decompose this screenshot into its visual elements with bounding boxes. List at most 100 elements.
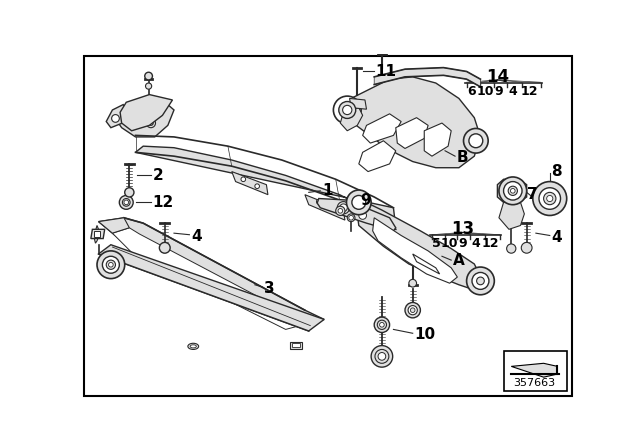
Circle shape bbox=[477, 277, 484, 285]
Text: 4: 4 bbox=[472, 237, 480, 250]
Polygon shape bbox=[349, 99, 367, 109]
Circle shape bbox=[106, 260, 115, 269]
Circle shape bbox=[375, 349, 389, 363]
Circle shape bbox=[378, 320, 387, 329]
Polygon shape bbox=[94, 225, 99, 243]
Circle shape bbox=[109, 263, 113, 267]
Circle shape bbox=[159, 242, 170, 253]
Polygon shape bbox=[232, 172, 268, 195]
Text: 12: 12 bbox=[482, 237, 499, 250]
Circle shape bbox=[147, 118, 156, 128]
Polygon shape bbox=[344, 77, 481, 168]
Polygon shape bbox=[317, 198, 396, 231]
Polygon shape bbox=[374, 68, 481, 87]
Polygon shape bbox=[99, 218, 324, 326]
Text: 14: 14 bbox=[486, 68, 509, 86]
Circle shape bbox=[371, 345, 393, 367]
Circle shape bbox=[410, 308, 415, 313]
Circle shape bbox=[463, 129, 488, 153]
Circle shape bbox=[348, 214, 355, 222]
Polygon shape bbox=[355, 197, 482, 289]
Circle shape bbox=[547, 195, 553, 202]
Ellipse shape bbox=[190, 345, 196, 348]
Circle shape bbox=[472, 272, 489, 289]
Text: 5: 5 bbox=[432, 237, 441, 250]
Text: 8: 8 bbox=[551, 164, 562, 179]
Circle shape bbox=[102, 256, 119, 273]
Polygon shape bbox=[424, 123, 451, 156]
Polygon shape bbox=[289, 342, 302, 349]
Polygon shape bbox=[292, 343, 300, 347]
Circle shape bbox=[378, 353, 386, 360]
Circle shape bbox=[408, 306, 417, 315]
Circle shape bbox=[111, 115, 119, 122]
Circle shape bbox=[145, 83, 152, 89]
Polygon shape bbox=[99, 218, 129, 233]
Circle shape bbox=[136, 104, 143, 112]
Text: 7: 7 bbox=[527, 187, 538, 202]
Text: 10: 10 bbox=[441, 237, 458, 250]
Circle shape bbox=[508, 186, 517, 195]
Text: B: B bbox=[456, 150, 468, 165]
Text: 10: 10 bbox=[476, 85, 494, 98]
Circle shape bbox=[156, 111, 162, 117]
Circle shape bbox=[374, 317, 390, 332]
Text: 6: 6 bbox=[468, 85, 476, 98]
Circle shape bbox=[125, 188, 134, 197]
Circle shape bbox=[342, 105, 352, 115]
Circle shape bbox=[316, 199, 321, 204]
Polygon shape bbox=[413, 254, 440, 274]
Circle shape bbox=[330, 206, 334, 211]
Circle shape bbox=[539, 188, 561, 209]
Circle shape bbox=[336, 206, 345, 215]
Circle shape bbox=[119, 195, 133, 209]
Circle shape bbox=[504, 181, 522, 200]
Ellipse shape bbox=[188, 343, 198, 349]
Polygon shape bbox=[305, 195, 345, 220]
Circle shape bbox=[469, 134, 483, 148]
Circle shape bbox=[543, 192, 556, 205]
Polygon shape bbox=[91, 229, 105, 238]
Circle shape bbox=[97, 251, 125, 279]
Polygon shape bbox=[136, 146, 396, 228]
Polygon shape bbox=[94, 231, 100, 237]
Circle shape bbox=[349, 215, 353, 220]
Circle shape bbox=[145, 72, 152, 80]
Text: 9: 9 bbox=[495, 85, 503, 98]
Circle shape bbox=[467, 267, 494, 295]
Text: 12: 12 bbox=[152, 195, 173, 210]
Circle shape bbox=[333, 96, 361, 124]
Circle shape bbox=[533, 181, 566, 215]
Polygon shape bbox=[396, 118, 428, 148]
Text: 11: 11 bbox=[376, 64, 397, 79]
Text: 357663: 357663 bbox=[513, 378, 556, 388]
Text: 1: 1 bbox=[322, 183, 332, 198]
Circle shape bbox=[409, 280, 417, 287]
Circle shape bbox=[339, 102, 356, 118]
Bar bbox=[504, 351, 566, 391]
Polygon shape bbox=[116, 100, 174, 137]
Polygon shape bbox=[372, 218, 458, 283]
Circle shape bbox=[521, 242, 532, 253]
Circle shape bbox=[511, 189, 515, 193]
Text: 12: 12 bbox=[521, 85, 538, 98]
Circle shape bbox=[507, 244, 516, 253]
Circle shape bbox=[241, 177, 246, 181]
Polygon shape bbox=[106, 104, 128, 128]
Circle shape bbox=[337, 202, 349, 214]
Circle shape bbox=[338, 208, 342, 213]
Text: 9: 9 bbox=[458, 237, 467, 250]
Circle shape bbox=[148, 121, 153, 125]
Text: 3: 3 bbox=[264, 281, 275, 296]
Text: A: A bbox=[452, 254, 465, 268]
Polygon shape bbox=[99, 245, 324, 331]
Polygon shape bbox=[497, 179, 527, 202]
Circle shape bbox=[352, 195, 365, 209]
Circle shape bbox=[405, 302, 420, 318]
Text: 10: 10 bbox=[414, 327, 435, 342]
Polygon shape bbox=[120, 95, 172, 131]
Circle shape bbox=[122, 198, 130, 206]
Polygon shape bbox=[113, 228, 308, 329]
Polygon shape bbox=[359, 141, 396, 172]
Text: 9: 9 bbox=[360, 193, 371, 207]
